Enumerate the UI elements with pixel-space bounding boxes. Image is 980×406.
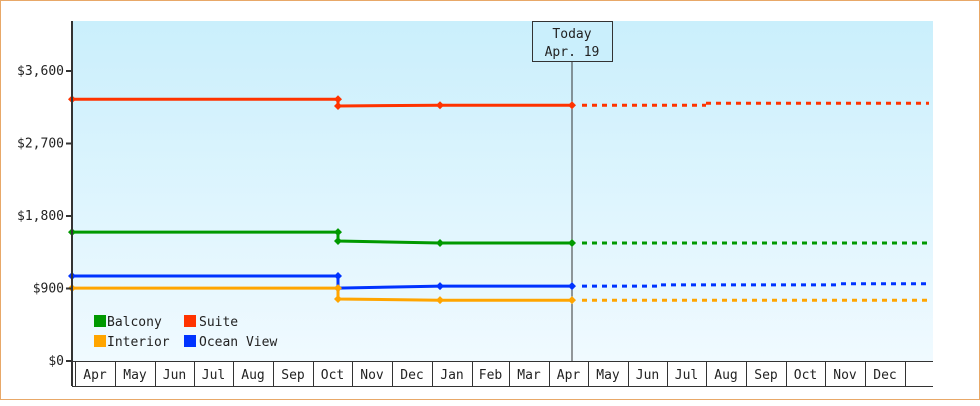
legend-label-balcony: Balcony (107, 315, 162, 330)
data-point-marker[interactable] (568, 101, 576, 110)
data-point-marker[interactable] (436, 296, 444, 305)
x-month-label: Aug (714, 368, 737, 383)
legend-swatch-interior (94, 335, 106, 347)
x-month-label: Jun (636, 368, 659, 383)
x-month-label: May (596, 368, 620, 383)
x-month-label: Aug (241, 368, 264, 383)
legend-label-suite: Suite (199, 315, 238, 330)
x-month-label: Sep (281, 368, 305, 383)
x-month-label: Jan (440, 368, 463, 383)
data-point-marker[interactable] (334, 236, 342, 245)
y-axis-ticks: $0 $900 $1,800 $2,700 $3,600 (17, 64, 72, 369)
x-month-label: May (123, 368, 147, 383)
data-point-marker[interactable] (436, 101, 444, 110)
x-month-label: Sep (754, 368, 778, 383)
data-point-marker[interactable] (568, 238, 576, 247)
x-month-label: Apr (557, 368, 581, 383)
y-tick-label: $900 (33, 282, 64, 297)
legend: Balcony Suite Interior Ocean View (94, 315, 277, 350)
y-tick-label: $3,600 (17, 64, 64, 79)
today-label: Today Apr. 19 (532, 21, 613, 62)
data-point-marker[interactable] (334, 228, 342, 237)
x-month-label: Dec (873, 368, 896, 383)
series-suite (68, 95, 929, 111)
data-point-marker[interactable] (334, 102, 342, 111)
x-month-label: Feb (479, 368, 503, 383)
x-month-label: Jul (202, 368, 225, 383)
legend-swatch-ocean-view (184, 335, 196, 347)
legend-label-interior: Interior (107, 335, 170, 350)
data-point-marker[interactable] (436, 238, 444, 247)
data-point-marker[interactable] (334, 95, 342, 104)
today-label-line1: Today (552, 27, 591, 42)
today-label-line2: Apr. 19 (545, 45, 600, 60)
data-point-marker[interactable] (568, 296, 576, 305)
plot-area (72, 21, 933, 361)
legend-label-ocean-view: Ocean View (199, 335, 277, 350)
x-month-label: Oct (794, 368, 817, 383)
series-balcony (68, 228, 929, 247)
x-month-label: Mar (517, 368, 541, 383)
x-month-label: Apr (83, 368, 107, 383)
x-month-label: Oct (321, 368, 344, 383)
legend-swatch-balcony (94, 315, 106, 327)
x-month-label: Nov (833, 368, 857, 383)
data-point-marker[interactable] (334, 284, 342, 293)
legend-swatch-suite (184, 315, 196, 327)
data-point-marker[interactable] (334, 272, 342, 281)
data-point-marker[interactable] (436, 282, 444, 291)
data-point-marker[interactable] (568, 282, 576, 291)
x-month-label: Nov (360, 368, 384, 383)
x-month-label: Dec (400, 368, 423, 383)
y-tick-label: $0 (48, 354, 64, 369)
data-point-marker[interactable] (334, 294, 342, 303)
x-month-label: Jul (675, 368, 698, 383)
y-tick-label: $2,700 (17, 137, 64, 152)
y-tick-label: $1,800 (17, 209, 64, 224)
x-month-label: Jun (163, 368, 186, 383)
x-axis: Apr May Jun Jul Aug Sep Oct Nov Dec Jan Feb Mar Apr M… (72, 361, 933, 387)
